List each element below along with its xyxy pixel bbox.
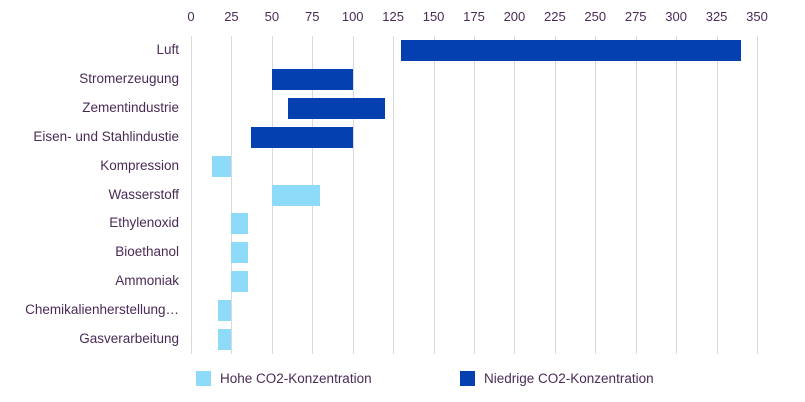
legend-swatch xyxy=(460,370,475,386)
gridline xyxy=(635,36,637,354)
x-axis-tick-label: 325 xyxy=(705,9,728,24)
legend-item: Niedrige CO2-Konzentration xyxy=(460,368,654,388)
range-bar xyxy=(271,68,353,90)
gridline xyxy=(514,36,516,354)
range-bar xyxy=(231,242,248,264)
gridline xyxy=(595,36,597,354)
range-bar xyxy=(231,271,248,293)
x-axis-tick-label: 200 xyxy=(503,9,526,24)
gridline xyxy=(757,36,758,354)
gridline xyxy=(352,36,354,354)
gridline xyxy=(433,36,435,354)
category-label: Zementindustrie xyxy=(82,99,179,115)
x-axis-tick-label: 25 xyxy=(224,9,239,24)
category-label: Kompression xyxy=(100,157,179,173)
range-bar xyxy=(288,97,386,119)
range-bar xyxy=(271,184,321,206)
range-bar xyxy=(218,329,232,351)
x-axis-tick-label: 125 xyxy=(382,9,404,24)
category-label: Luft xyxy=(156,42,179,57)
x-axis-tick-label: 175 xyxy=(463,9,485,24)
legend-label: Hohe CO2-Konzentration xyxy=(220,370,372,386)
range-bar xyxy=(250,126,353,148)
legend-item: Hohe CO2-Konzentration xyxy=(196,368,372,388)
gridline xyxy=(716,36,718,354)
x-axis-tick-label: 350 xyxy=(746,9,768,24)
range-bar xyxy=(212,155,232,177)
category-label: Stromerzeugung xyxy=(79,70,179,86)
x-axis-tick-label: 50 xyxy=(264,9,280,24)
x-axis-top: 0 25 50 75 100 125 150 175 200 225 250 275 300 325 350 xyxy=(0,0,805,36)
range-bar xyxy=(231,213,248,235)
x-axis-tick-label: 275 xyxy=(624,9,647,24)
gridline xyxy=(676,36,678,354)
x-axis-tick-label: 75 xyxy=(305,9,320,24)
x-axis-tick-label: 100 xyxy=(341,9,364,24)
legend-swatch xyxy=(196,370,211,386)
x-axis-tick-label: 225 xyxy=(543,9,566,24)
gridline xyxy=(393,36,395,354)
gridline xyxy=(554,36,556,354)
gridline xyxy=(191,36,192,354)
x-axis-tick-label: 300 xyxy=(665,9,687,24)
x-axis-tick-label: 0 xyxy=(187,9,195,24)
category-label: Ethylenoxid xyxy=(109,215,179,231)
gridline xyxy=(231,36,233,354)
category-label: Wasserstoff xyxy=(108,186,179,202)
range-bar xyxy=(218,300,232,322)
category-label: Eisen- und Stahlindustie xyxy=(33,128,179,144)
y-axis-category-labels: Luft Stromerzeugung Zementindustrie Eisen- … xyxy=(0,36,185,354)
category-label: Gasverarbeitung xyxy=(79,331,179,347)
x-axis-tick-label: 150 xyxy=(422,9,445,24)
legend-label: Niedrige CO2-Konzentration xyxy=(484,370,654,386)
range-bar xyxy=(401,39,741,61)
category-label: Ammoniak xyxy=(115,273,179,289)
category-label: Bioethanol xyxy=(115,244,179,260)
x-axis-tick-label: 250 xyxy=(584,9,607,24)
category-label: Chemikalienherstellung… xyxy=(25,302,179,318)
plot-area xyxy=(191,36,758,354)
gridline xyxy=(474,36,475,354)
